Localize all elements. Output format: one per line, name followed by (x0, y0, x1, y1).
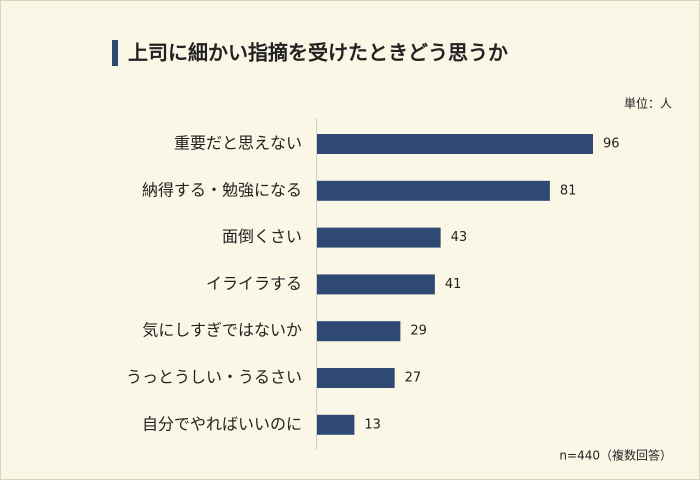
category-label: 面倒くさい (222, 227, 302, 246)
bar (317, 368, 395, 388)
value-label: 43 (451, 230, 468, 245)
chart-title: 上司に細かい指摘を受けたときどう思うか (128, 41, 508, 65)
category-label: 自分でやればいいのに (142, 414, 302, 433)
category-label: うっとうしい・うるさい (126, 368, 302, 387)
unit-label: 単位：人 (624, 96, 672, 111)
title-marker (112, 40, 118, 66)
category-label: イライラする (206, 274, 302, 293)
value-label: 29 (410, 324, 427, 339)
value-label: 41 (445, 277, 462, 292)
category-label: 納得する・勉強になる (142, 180, 302, 199)
value-label: 81 (560, 183, 577, 198)
bar (317, 414, 355, 435)
value-label: 13 (364, 417, 381, 432)
bar (317, 134, 593, 154)
category-label: 気にしすぎではないか (142, 321, 302, 340)
bar (317, 227, 441, 248)
bar (317, 274, 435, 295)
bar (317, 180, 550, 201)
note: n=440（複数回答） (559, 448, 672, 463)
category-label: 重要だと思えない (174, 134, 302, 153)
value-label: 96 (603, 137, 620, 152)
value-label: 27 (405, 371, 422, 386)
bar (317, 321, 401, 342)
